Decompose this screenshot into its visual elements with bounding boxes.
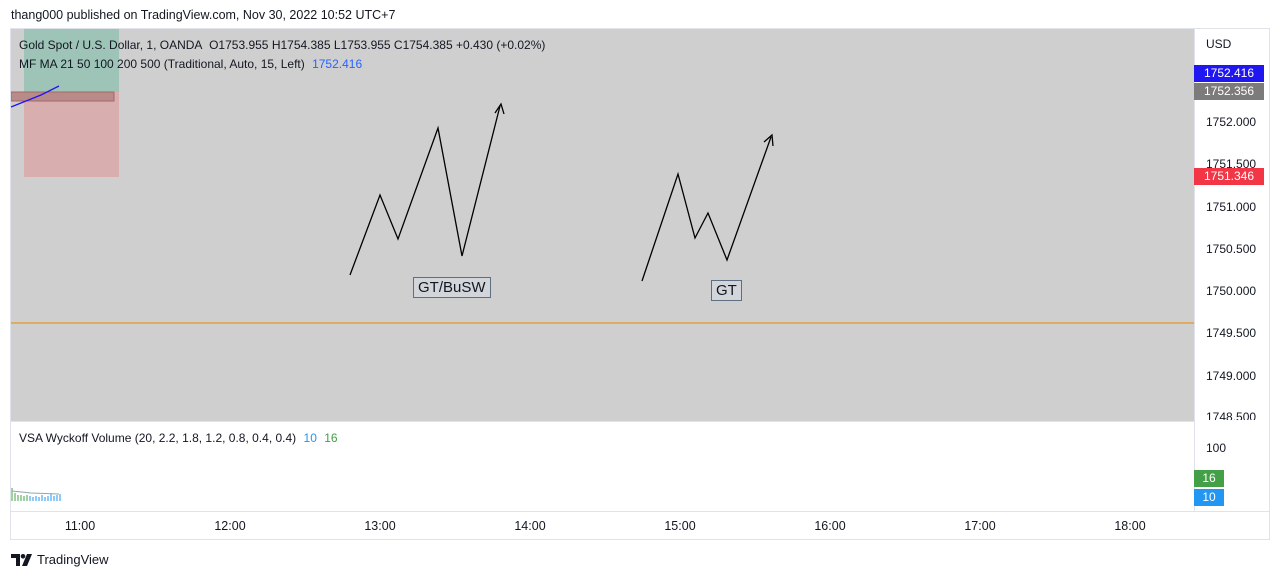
pattern-path-gt[interactable] — [641, 136, 772, 282]
vsa-indicator-name[interactable]: VSA Wyckoff Volume (20, 2.2, 1.8, 1.2, 0… — [19, 431, 297, 445]
annotation-gt[interactable]: GT — [711, 280, 742, 301]
tradingview-brand-text: TradingView — [37, 552, 109, 567]
price-tick: 1749.000 — [1206, 369, 1257, 383]
time-tick: 16:00 — [814, 519, 846, 533]
volume-bars — [11, 488, 61, 501]
price-tick: 1750.000 — [1206, 284, 1257, 298]
position-price-tag: 1751.346 — [1194, 168, 1264, 185]
tradingview-logo-icon — [11, 553, 32, 566]
price-pane-drawings — [11, 29, 1194, 324]
time-tick: 12:00 — [214, 519, 246, 533]
price-tick: 1750.500 — [1206, 242, 1257, 256]
pane-separator[interactable] — [11, 421, 1194, 422]
price-axis-border — [1194, 29, 1195, 511]
time-tick: 14:00 — [514, 519, 546, 533]
time-tick: 17:00 — [964, 519, 996, 533]
volume-tag-16: 16 — [1194, 470, 1224, 487]
time-tick: 15:00 — [664, 519, 696, 533]
time-tick: 18:00 — [1114, 519, 1146, 533]
annotation-gt-busw[interactable]: GT/BuSW — [413, 277, 491, 298]
price-tick: 1752.000 — [1206, 115, 1257, 129]
ma-value: 1752.416 — [312, 57, 363, 71]
entry-zone-bar — [11, 91, 115, 102]
time-axis-border — [11, 511, 1270, 512]
tradingview-branding[interactable]: TradingView — [11, 552, 109, 567]
last-price-tag: 1752.356 — [1194, 83, 1264, 100]
vsa-value-2: 16 — [324, 431, 338, 445]
pattern-arrowhead-1 — [494, 102, 505, 115]
price-tick: 1751.500 — [1206, 157, 1257, 171]
currency-label: USD — [1206, 37, 1232, 51]
price-tick: 1751.000 — [1206, 200, 1257, 214]
price-tick-clip: 1748.500 — [1195, 405, 1270, 420]
price-tick: 1748.500 — [1206, 410, 1257, 420]
ma-price-tag: 1752.416 — [1194, 65, 1264, 82]
symbol-legend: Gold Spot / U.S. Dollar, 1, OANDA O1753.… — [19, 38, 545, 52]
ma-indicator-name[interactable]: MF MA 21 50 100 200 500 (Traditional, Au… — [19, 57, 305, 71]
vsa-legend: VSA Wyckoff Volume (20, 2.2, 1.8, 1.2, 0… — [19, 431, 338, 445]
symbol-name[interactable]: Gold Spot / U.S. Dollar, 1, OANDA — [19, 38, 202, 52]
price-pane[interactable] — [11, 29, 1194, 421]
chart-frame — [10, 28, 1270, 540]
position-loss-zone[interactable] — [24, 92, 119, 177]
volume-tag-10: 10 — [1194, 489, 1224, 506]
price-tick: 1749.500 — [1206, 326, 1257, 340]
publisher-header: thang000 published on TradingView.com, N… — [11, 8, 396, 22]
time-tick: 13:00 — [364, 519, 396, 533]
ohlc-values: O1753.955 H1754.385 L1753.955 C1754.385 … — [209, 38, 546, 52]
pattern-path-gt-busw[interactable] — [349, 105, 501, 276]
volume-tick: 100 — [1206, 441, 1227, 455]
time-tick: 11:00 — [64, 519, 96, 533]
ma-legend: MF MA 21 50 100 200 500 (Traditional, Au… — [19, 57, 362, 71]
moving-average-line — [11, 85, 60, 108]
pattern-arrowhead-2 — [763, 133, 774, 147]
position-profit-zone[interactable] — [24, 29, 119, 92]
vsa-value-1: 10 — [303, 431, 317, 445]
